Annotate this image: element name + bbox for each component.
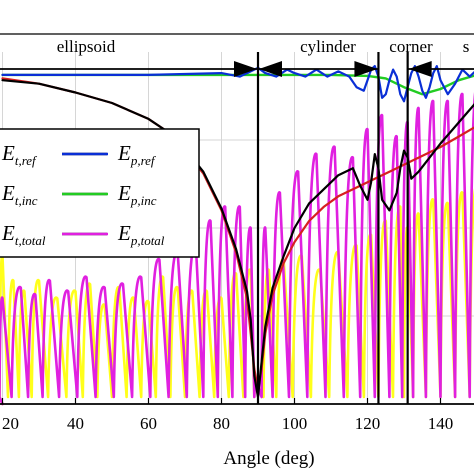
- x-tick-label: 60: [140, 414, 157, 433]
- legend-label-sub: p,ref: [130, 153, 157, 168]
- legend-label: Et,total: [1, 221, 46, 248]
- legend-label-main: E: [117, 221, 131, 245]
- arrowhead: [354, 61, 378, 77]
- region-bar: ellipsoid cylinder corner s: [0, 37, 474, 77]
- region-label: corner: [389, 37, 433, 56]
- arrowhead: [408, 61, 432, 77]
- legend-label: Ep,ref: [117, 141, 157, 168]
- legend-label-main: E: [1, 181, 15, 205]
- region-label: s: [463, 37, 470, 56]
- series-p-ref: [1, 65, 474, 103]
- legend-label-sub: t,inc: [15, 193, 38, 208]
- x-tick-label: 80: [213, 414, 230, 433]
- region-label: ellipsoid: [57, 37, 116, 56]
- region-boundaries: [256, 52, 409, 404]
- x-tick-label: 100: [282, 414, 308, 433]
- legend-label: Ep,inc: [117, 181, 157, 208]
- axes: 20 40 60 80 100 120 140 Angle (deg): [0, 33, 474, 469]
- legend-label-main: E: [117, 181, 131, 205]
- x-axis-title: Angle (deg): [223, 448, 314, 469]
- x-tick-label: 120: [355, 414, 381, 433]
- region-label: cylinder: [300, 37, 356, 56]
- legend-label-sub: p,total: [130, 233, 165, 248]
- x-tick-label: 20: [2, 414, 19, 433]
- legend-label-sub: p,inc: [130, 193, 157, 208]
- x-tick-label: 40: [67, 414, 84, 433]
- arrowhead: [234, 61, 257, 77]
- legend-label: Et,inc: [1, 181, 38, 208]
- legend-label: Et,ref: [1, 141, 38, 168]
- series-p-total: [0, 92, 474, 406]
- legend-label: Ep,total: [117, 221, 165, 248]
- legend-label-sub: t,total: [15, 233, 46, 248]
- x-tick-label: 140: [428, 414, 454, 433]
- legend-label-main: E: [1, 141, 15, 165]
- legend-label-sub: t,ref: [15, 153, 38, 168]
- arrowhead: [259, 61, 282, 77]
- legend-label-main: E: [1, 221, 15, 245]
- legend-label-main: E: [117, 141, 131, 165]
